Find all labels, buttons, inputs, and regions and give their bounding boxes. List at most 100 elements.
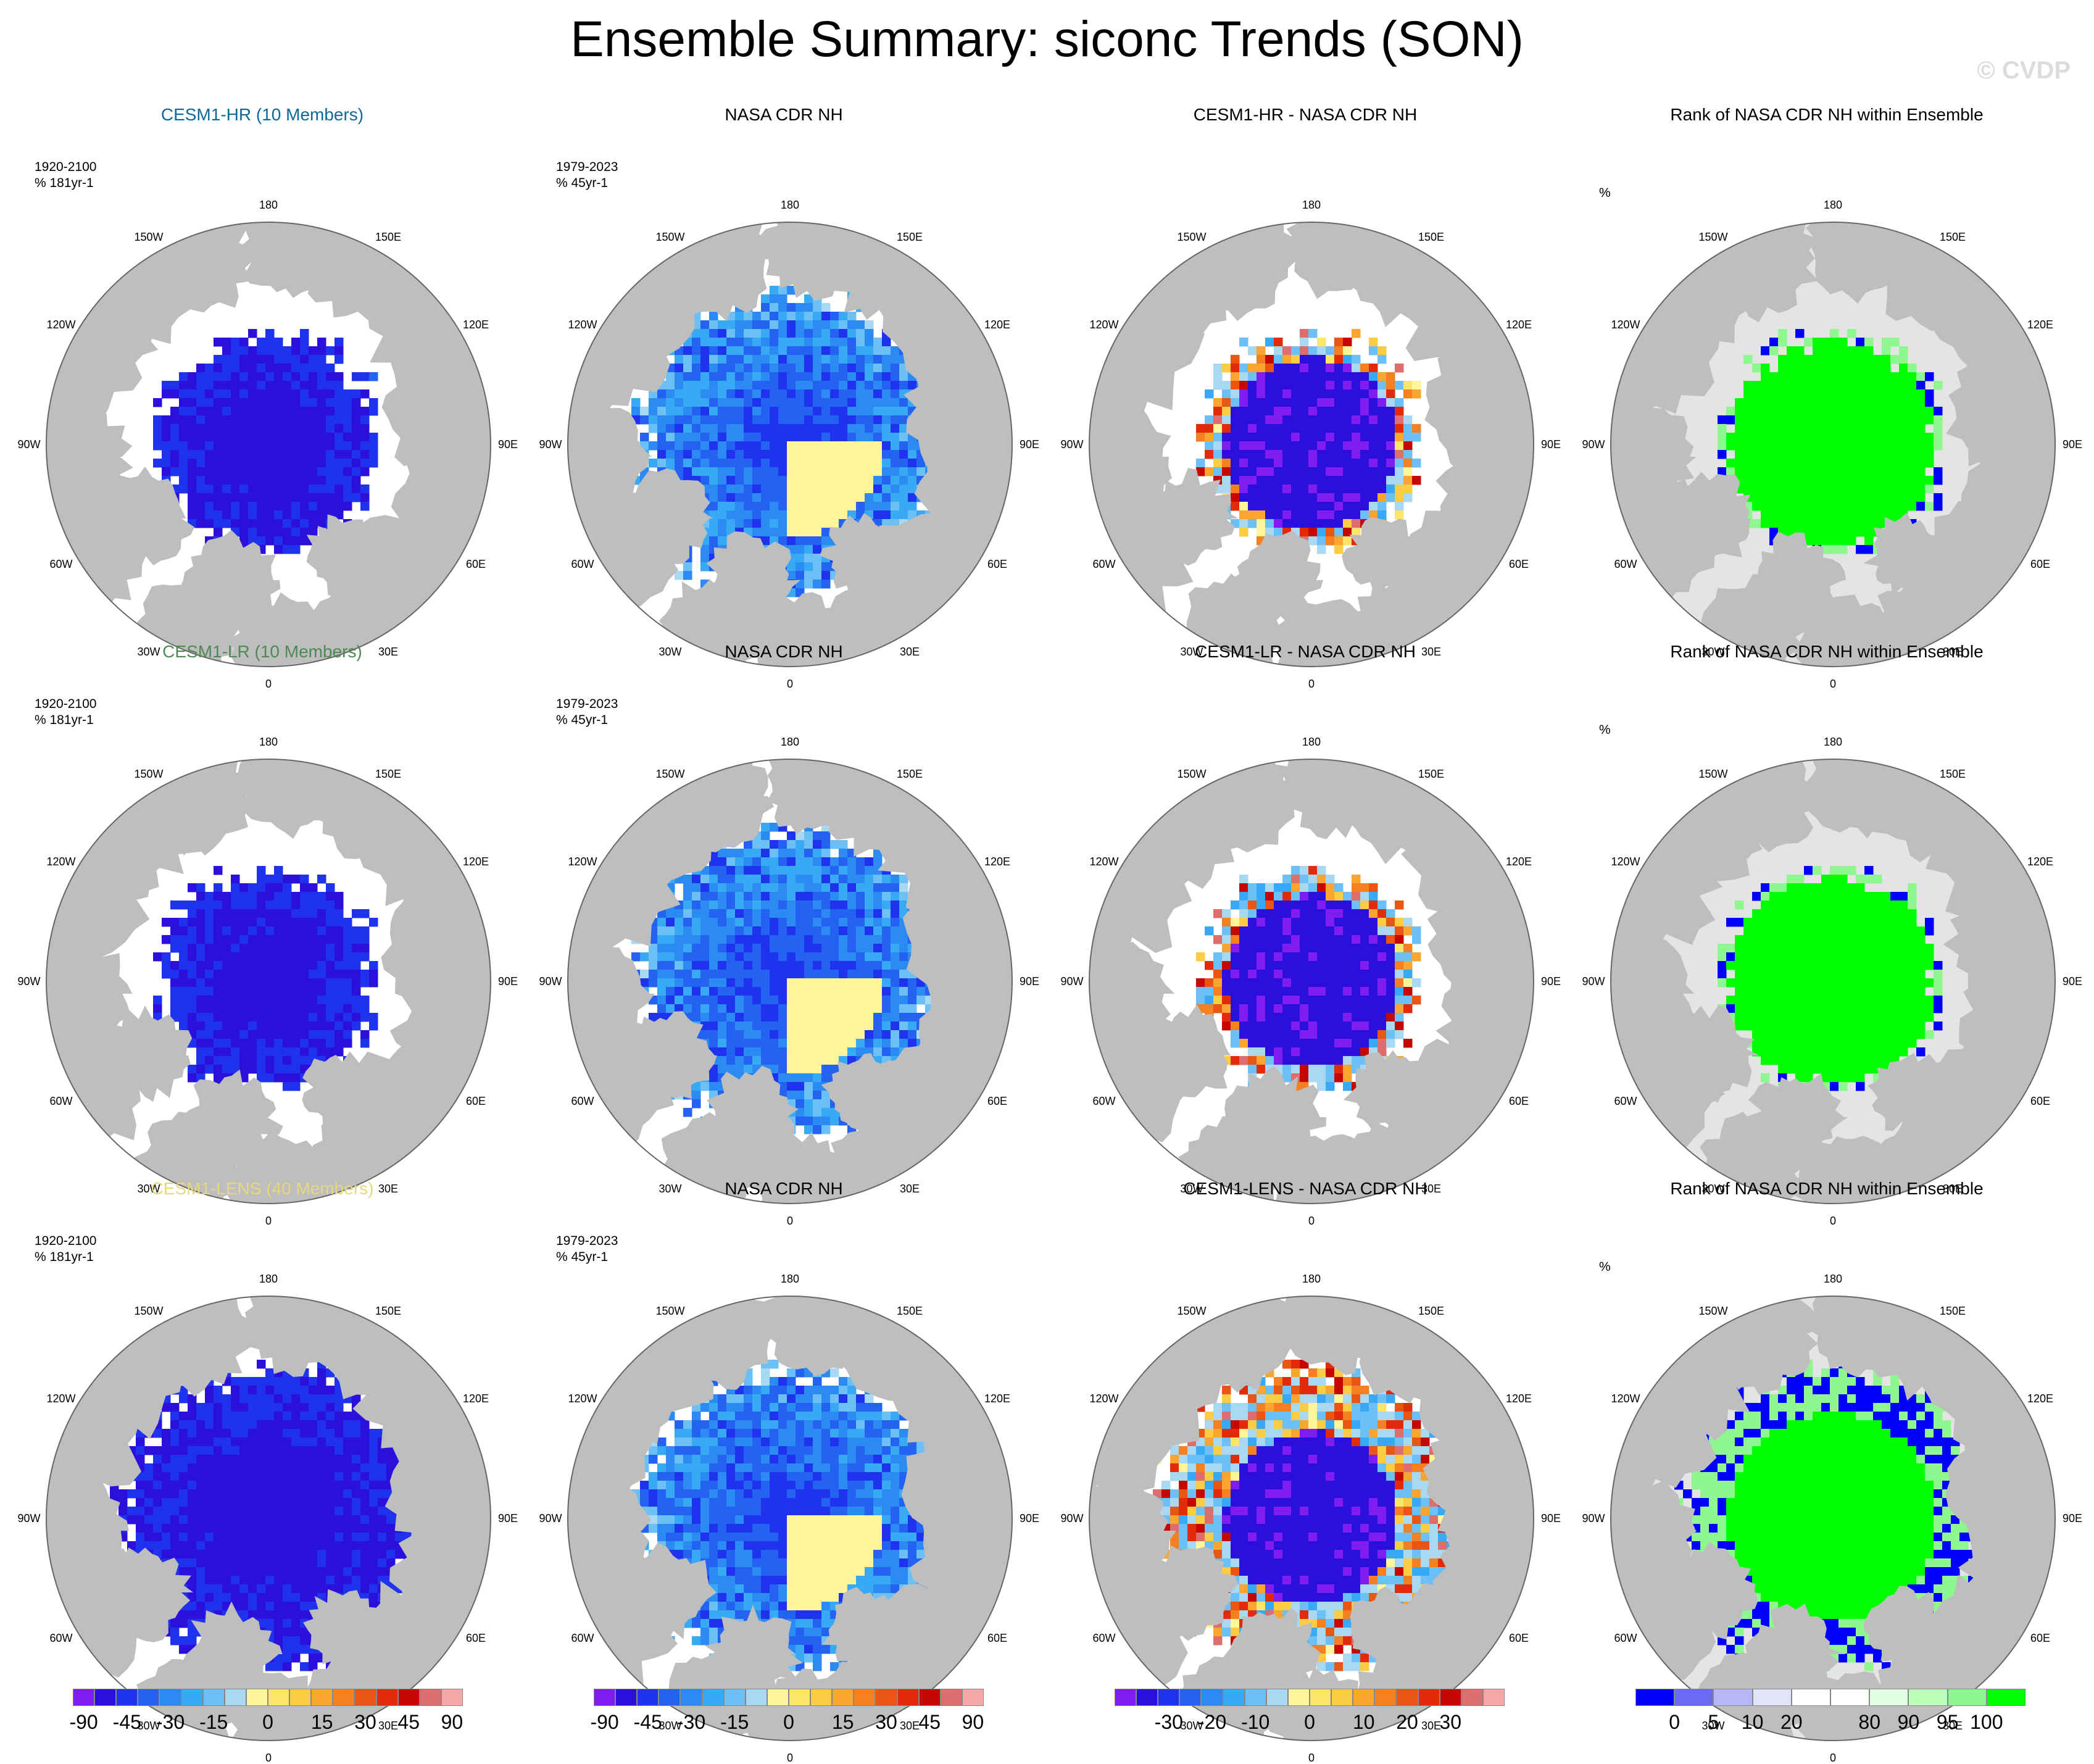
ice-cell <box>162 970 171 979</box>
ice-cell <box>778 441 787 451</box>
ice-cell <box>735 338 744 347</box>
ice-cell <box>179 459 188 468</box>
ice-cell <box>1326 502 1335 511</box>
ice-cell <box>265 329 275 338</box>
ice-cell <box>735 502 744 511</box>
ice-cell <box>1778 485 1787 494</box>
ice-cell <box>813 450 822 459</box>
ice-cell <box>1864 485 1874 494</box>
ice-cell <box>726 901 736 910</box>
ice-cell <box>813 485 822 494</box>
ice-cell <box>1899 407 1908 416</box>
ice-cell <box>1856 519 1865 528</box>
ice-cell <box>1239 389 1249 399</box>
ice-cell <box>744 493 753 502</box>
ice-cell <box>1386 485 1395 494</box>
ice-cell <box>334 398 344 407</box>
ice-cell <box>735 312 744 321</box>
ice-cell <box>300 970 309 979</box>
ice-cell <box>1248 952 1257 962</box>
ice-cell <box>891 441 900 451</box>
ice-cell <box>334 407 344 416</box>
ice-cell <box>360 424 370 433</box>
ice-cell <box>1403 978 1413 988</box>
ice-cell <box>787 485 796 494</box>
ice-cell <box>343 944 352 953</box>
ice-cell <box>1908 459 1917 468</box>
ice-cell <box>214 441 223 451</box>
ice-cell <box>726 1065 736 1074</box>
ice-cell <box>804 502 813 511</box>
ice-cell <box>1838 961 1848 970</box>
ice-cell <box>1231 1030 1240 1039</box>
ice-cell <box>778 450 787 459</box>
ice-cell <box>1838 528 1848 537</box>
ice-cell <box>1386 1021 1395 1031</box>
ice-cell <box>1908 901 1917 910</box>
ice-cell <box>1864 364 1874 373</box>
ice-cell <box>770 875 779 884</box>
ice-cell <box>761 433 770 442</box>
ice-cell <box>1769 346 1779 356</box>
ice-cell <box>899 944 908 953</box>
ice-cell <box>813 346 822 356</box>
ice-cell <box>813 536 822 546</box>
ice-cell <box>1265 1056 1274 1065</box>
longitude-label: 90W <box>1060 975 1083 988</box>
ice-cell <box>291 407 301 416</box>
longitude-label: 180 <box>259 199 278 211</box>
ice-cell <box>813 840 822 849</box>
ice-cell <box>752 364 762 373</box>
ice-cell <box>718 372 727 381</box>
ice-cell <box>666 926 675 936</box>
ice-cell <box>1282 389 1292 399</box>
ice-cell <box>770 398 779 407</box>
ice-cell <box>821 1099 831 1109</box>
ice-cell <box>170 381 180 390</box>
ice-cell <box>257 892 266 901</box>
ice-cell <box>1274 1021 1283 1031</box>
ice-cell <box>1352 961 1361 970</box>
ice-cell <box>1308 892 1318 901</box>
ice-cell <box>847 372 857 381</box>
ice-cell <box>248 944 257 953</box>
ice-cell <box>1847 398 1856 407</box>
ice-cell <box>787 502 796 511</box>
ice-cell <box>692 875 701 884</box>
ice-cell <box>1795 450 1805 459</box>
ice-cell <box>1778 901 1787 910</box>
ice-cell <box>1769 502 1779 511</box>
ice-cell <box>1795 476 1805 485</box>
ice-cell <box>1360 441 1369 451</box>
ice-cell <box>231 450 240 459</box>
ice-cell <box>1787 355 1796 364</box>
ice-cell <box>1830 424 1839 433</box>
ice-cell <box>300 944 309 953</box>
ice-cell <box>257 935 266 944</box>
ice-cell <box>839 450 848 459</box>
ice-cell <box>274 961 283 970</box>
ice-cell <box>1369 338 1378 347</box>
ice-cell <box>856 424 865 433</box>
ice-cell <box>865 433 874 442</box>
ice-cell <box>821 1065 831 1074</box>
ice-cell <box>761 303 770 312</box>
ice-cell <box>343 467 352 476</box>
ice-cell <box>839 329 848 338</box>
ice-cell <box>1360 424 1369 433</box>
ice-cell <box>804 892 813 901</box>
ice-cell <box>1925 398 1934 407</box>
ice-cell <box>761 935 770 944</box>
ice-cell <box>1282 952 1292 962</box>
ice-cell <box>188 952 197 962</box>
ice-cell <box>334 952 344 962</box>
ice-cell <box>1248 1056 1257 1065</box>
ice-cell <box>1838 901 1848 910</box>
ice-cell <box>744 398 753 407</box>
ice-cell <box>744 329 753 338</box>
ice-cell <box>1813 381 1822 390</box>
ice-cell <box>735 901 744 910</box>
ice-cell <box>1326 883 1335 892</box>
ice-cell <box>1369 502 1378 511</box>
ice-cell <box>726 1004 736 1013</box>
